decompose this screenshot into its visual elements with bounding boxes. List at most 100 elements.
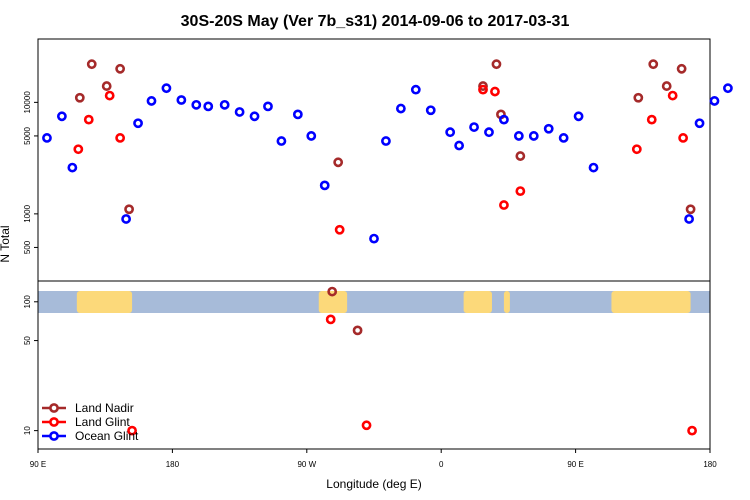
x-axis-label: Longitude (deg E) [326,477,421,491]
land-glint-upper-point-5 [478,84,488,95]
land-nadir-upper-point-5 [333,157,344,168]
land-glint-upper-point-2 [104,90,115,101]
upper-y-tick-label-1: 1000 [23,204,32,222]
ocean-glint-upper-point-30 [543,123,554,134]
land-glint-upper-point-3 [115,133,126,143]
upper-y-tick-label-0: 500 [23,240,32,254]
land-glint-upper-point-0 [73,144,84,155]
ocean-glint-upper-point-21 [410,84,421,95]
land-nadir-upper-point-6 [478,81,488,91]
ocean-glint-upper-point-4 [133,118,143,129]
ocean-glint-upper-point-36 [709,96,720,106]
ocean-glint-upper-point-24 [454,140,465,151]
land-nadir-upper-point-11 [648,59,659,70]
ocean-glint-upper-point-12 [249,111,260,122]
ocean-glint-upper-point-32 [573,111,584,122]
land-glint-lower-point-1 [361,420,372,431]
land-nadir-upper-point-0 [74,92,85,103]
land-glint-lower-point-2 [127,425,137,436]
legend-marker-land-nadir [49,403,59,413]
ocean-glint-upper-point-33 [588,162,599,173]
land-nadir-upper-point-3 [115,63,126,74]
ocean-glint-upper-point-17 [319,180,330,191]
land-glint-upper-point-7 [499,200,509,210]
ocean-glint-upper-point-18 [369,233,379,244]
land-glint-upper-point-8 [515,186,526,197]
upper-y-axis: 500 1000 5000 10000 [23,91,38,254]
ocean-glint-upper-point-29 [528,131,539,141]
land-nadir-upper-point-2 [101,81,112,91]
x-tick-label-2: 90 W [297,460,316,469]
ocean-glint-upper-point-23 [445,127,456,138]
land-nadir-upper-point-1 [86,59,97,70]
x-tick-label-5: 180 [703,460,717,469]
ocean-glint-upper-point-31 [558,133,569,143]
ocean-glint-upper-point-14 [276,136,287,146]
upper-panel-frame [37,38,711,282]
ocean-glint-upper-point-5 [146,96,157,106]
ocean-glint-upper-point-35 [694,118,705,129]
ocean-glint-upper-point-2 [67,162,78,173]
ocean-glint-upper-point-26 [484,127,494,138]
data-points [42,59,733,436]
ocean-glint-upper-point-9 [203,101,214,112]
land-glint-lower-point-0 [325,314,336,325]
land-nadir-upper-point-10 [633,92,644,103]
ocean-glint-upper-point-13 [263,101,273,112]
ocean-glint-upper-point-25 [469,122,479,132]
ocean-glint-upper-point-28 [513,131,524,141]
upper-y-tick-label-2: 5000 [23,126,32,144]
legend-label-land-glint: Land Glint [75,415,130,429]
legend-label-ocean-glint: Ocean Glint [75,429,139,443]
land-glint-lower-point-3 [687,425,697,436]
x-axis: 90 E 180 90 W 0 90 E 180 [30,449,717,469]
lower-y-axis: 10 50 100 [23,295,38,435]
ocean-glint-upper-point-20 [395,103,406,114]
land-glint-upper-point-4 [334,224,345,235]
ocean-glint-upper-point-15 [292,109,303,120]
map-strip [38,291,710,313]
x-tick-label-1: 180 [166,460,180,469]
x-tick-label-0: 90 E [30,460,46,469]
land-nadir-upper-point-14 [685,204,696,215]
chart-title: 30S-20S May (Ver 7b_s31) 2014-09-06 to 2… [181,13,570,30]
lower-y-tick-label-0: 10 [23,426,32,435]
land-nadir-upper-point-12 [661,81,672,91]
ocean-glint-upper-point-27 [499,114,509,125]
land-glint-upper-point-12 [678,133,689,143]
land-nadir-lower-point-1 [352,325,363,336]
legend-label-land-nadir: Land Nadir [75,401,134,415]
ocean-glint-upper-point-19 [381,136,391,146]
land-glint-upper-point-10 [646,114,657,125]
land-band-2 [463,291,492,313]
y-axis-label: N Total [0,225,12,262]
ocean-glint-upper-point-22 [425,105,436,116]
ocean-glint-upper-point-11 [234,107,245,117]
ocean-glint-upper-point-3 [121,214,132,224]
land-band-3 [503,291,510,313]
land-nadir-upper-point-13 [676,63,687,74]
upper-y-tick-label-3: 10000 [23,91,32,114]
ocean-glint-upper-point-16 [306,131,317,141]
land-glint-upper-point-11 [667,90,678,101]
lower-y-tick-label-2: 100 [23,295,32,309]
land-band-0 [76,291,133,313]
land-nadir-lower-point-0 [327,286,338,297]
ocean-glint-upper-point-10 [219,99,230,110]
ocean-glint-upper-point-34 [684,214,694,224]
legend-marker-land-glint [49,417,59,427]
ocean-glint-upper-point-1 [56,111,67,122]
ocean-strip [38,291,710,313]
ocean-glint-upper-point-6 [161,83,172,94]
lower-panel-frame [37,280,711,450]
land-nadir-upper-point-9 [515,151,526,161]
ocean-glint-upper-point-0 [42,133,52,143]
land-nadir-upper-point-4 [124,204,134,215]
land-band-4 [611,291,691,313]
legend-marker-ocean-glint [49,431,59,441]
ocean-glint-upper-point-8 [191,99,202,110]
ocean-glint-upper-point-37 [723,83,733,94]
land-glint-upper-point-9 [631,144,642,155]
x-tick-label-4: 90 E [567,460,583,469]
